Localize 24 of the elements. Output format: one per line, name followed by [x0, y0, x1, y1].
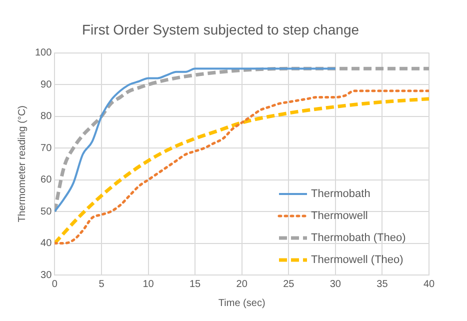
legend-label: Thermowell (Theo): [311, 254, 404, 266]
y-tick-label: 90: [40, 79, 52, 90]
legend-label: Thermowell: [311, 210, 368, 222]
y-tick-label: 50: [40, 206, 52, 218]
x-tick-label: 20: [236, 278, 248, 290]
y-tick-label: 60: [40, 174, 52, 186]
x-tick-label: 30: [330, 278, 342, 290]
x-axis-title: Time (sec): [218, 298, 266, 309]
y-tick-label: 40: [40, 238, 52, 250]
y-tick-label: 80: [40, 111, 52, 122]
x-tick-label: 40: [423, 278, 435, 290]
x-tick-label: 25: [283, 278, 295, 290]
x-tick-label: 10: [142, 278, 154, 290]
x-tick-label: 15: [189, 278, 202, 290]
x-tick-label: 35: [376, 278, 388, 290]
x-tick-label: 5: [98, 278, 105, 290]
y-tick-label: 100: [34, 48, 52, 59]
legend-label: Thermobath (Theo): [311, 232, 406, 244]
legend-label: Thermobath: [311, 188, 370, 200]
y-tick-label: 70: [40, 142, 52, 154]
y-tick-label: 30: [40, 270, 52, 281]
x-tick-label: 0: [52, 278, 58, 290]
y-axis-title: Thermometer reading (°C): [16, 105, 28, 222]
chart-title: First Order System subjected to step change: [82, 21, 360, 38]
